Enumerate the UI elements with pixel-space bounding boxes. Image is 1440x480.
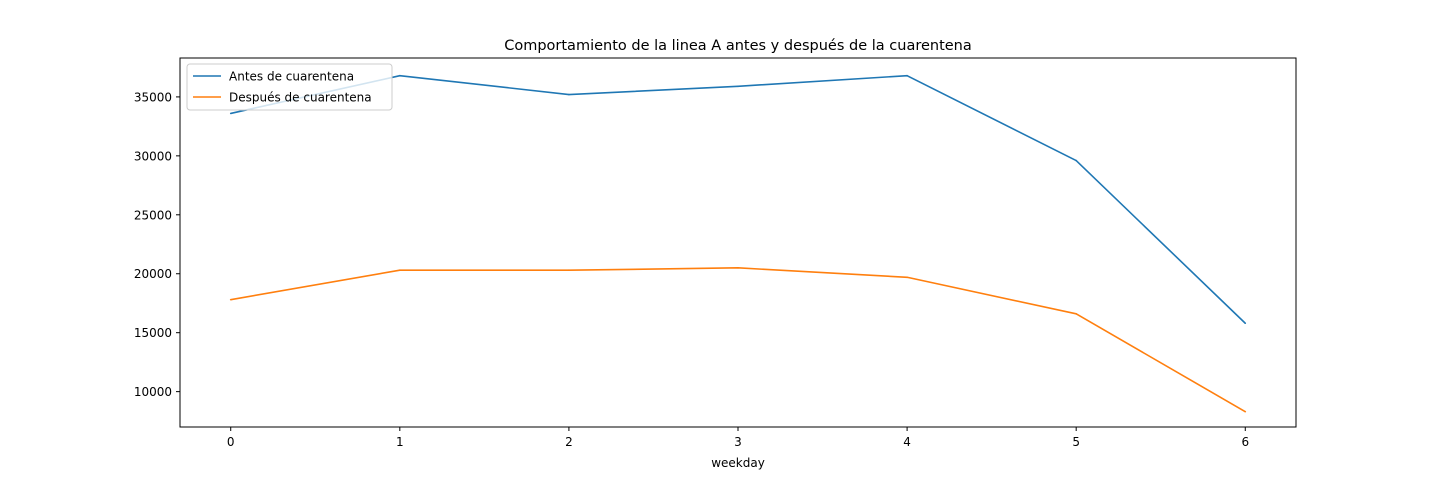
series-1-point [1075,313,1077,315]
series-layer [229,74,1247,413]
legend: Antes de cuarentena Después de cuarentena [186,63,393,111]
series-1-point [1244,410,1247,413]
x-axis-title: weekday [711,456,765,470]
series-1-point [568,269,570,272]
x-axis: 0 1 2 3 4 5 6 [227,427,1249,449]
series-1-point [737,267,739,269]
plot-frame [179,57,1297,428]
x-tick-label: 2 [565,435,573,449]
series-0-point [906,74,908,77]
series-0-point [1244,322,1247,325]
series-0-point [737,85,739,88]
legend-box [186,63,393,111]
chart-title: Comportamiento de la linea A antes y des… [504,38,972,54]
series-0-point [1075,159,1077,162]
series-0-point [399,74,401,77]
plot-area [179,57,1297,428]
series-1-point [399,269,401,272]
x-tick-label: 1 [396,435,404,449]
x-tick-label: 6 [1241,435,1249,449]
series-1-point [229,298,232,301]
legend-label-0: Antes de cuarentena [229,70,354,84]
y-tick-label: 20000 [134,267,172,281]
legend-label-1: Después de cuarentena [229,91,372,105]
y-tick-label: 25000 [134,208,172,222]
y-axis: 10000 15000 20000 25000 30000 35000 [134,90,180,399]
series-1-point [906,276,908,279]
y-tick-label: 35000 [134,90,172,104]
y-tick-label: 30000 [134,149,172,163]
x-tick-label: 3 [734,435,742,449]
x-tick-label: 4 [903,435,911,449]
series-0-point [568,93,570,96]
series-0-point [229,112,232,115]
x-tick-label: 0 [227,435,235,449]
x-tick-label: 5 [1072,435,1080,449]
y-tick-label: 10000 [134,385,172,399]
y-tick-label: 15000 [134,326,172,340]
